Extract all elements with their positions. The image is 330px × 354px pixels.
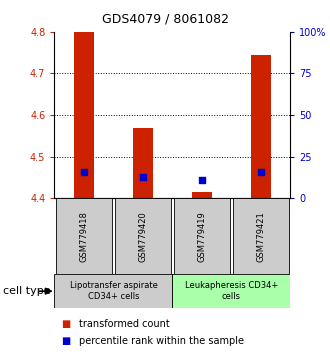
- Text: Lipotransfer aspirate
CD34+ cells: Lipotransfer aspirate CD34+ cells: [70, 281, 157, 301]
- Bar: [56, 198, 112, 274]
- Text: GSM779421: GSM779421: [256, 211, 265, 262]
- Text: GSM779420: GSM779420: [138, 211, 148, 262]
- Bar: [133, 127, 153, 198]
- Bar: [173, 274, 290, 308]
- Text: Leukapheresis CD34+
cells: Leukapheresis CD34+ cells: [185, 281, 278, 301]
- Bar: [250, 55, 271, 198]
- Text: ■: ■: [61, 319, 70, 329]
- Point: [81, 170, 86, 175]
- Text: GDS4079 / 8061082: GDS4079 / 8061082: [102, 12, 228, 25]
- Point: [140, 174, 146, 179]
- Text: GSM779418: GSM779418: [80, 211, 88, 262]
- Bar: [192, 192, 212, 198]
- Bar: [233, 198, 289, 274]
- Bar: [54, 274, 173, 308]
- Bar: [174, 198, 230, 274]
- Bar: [74, 32, 94, 198]
- Point: [199, 177, 205, 183]
- Text: percentile rank within the sample: percentile rank within the sample: [79, 336, 244, 346]
- Text: ■: ■: [61, 336, 70, 346]
- Point: [258, 170, 264, 175]
- Text: transformed count: transformed count: [79, 319, 170, 329]
- Text: cell type: cell type: [3, 286, 51, 296]
- Text: GSM779419: GSM779419: [197, 211, 207, 262]
- Bar: [115, 198, 171, 274]
